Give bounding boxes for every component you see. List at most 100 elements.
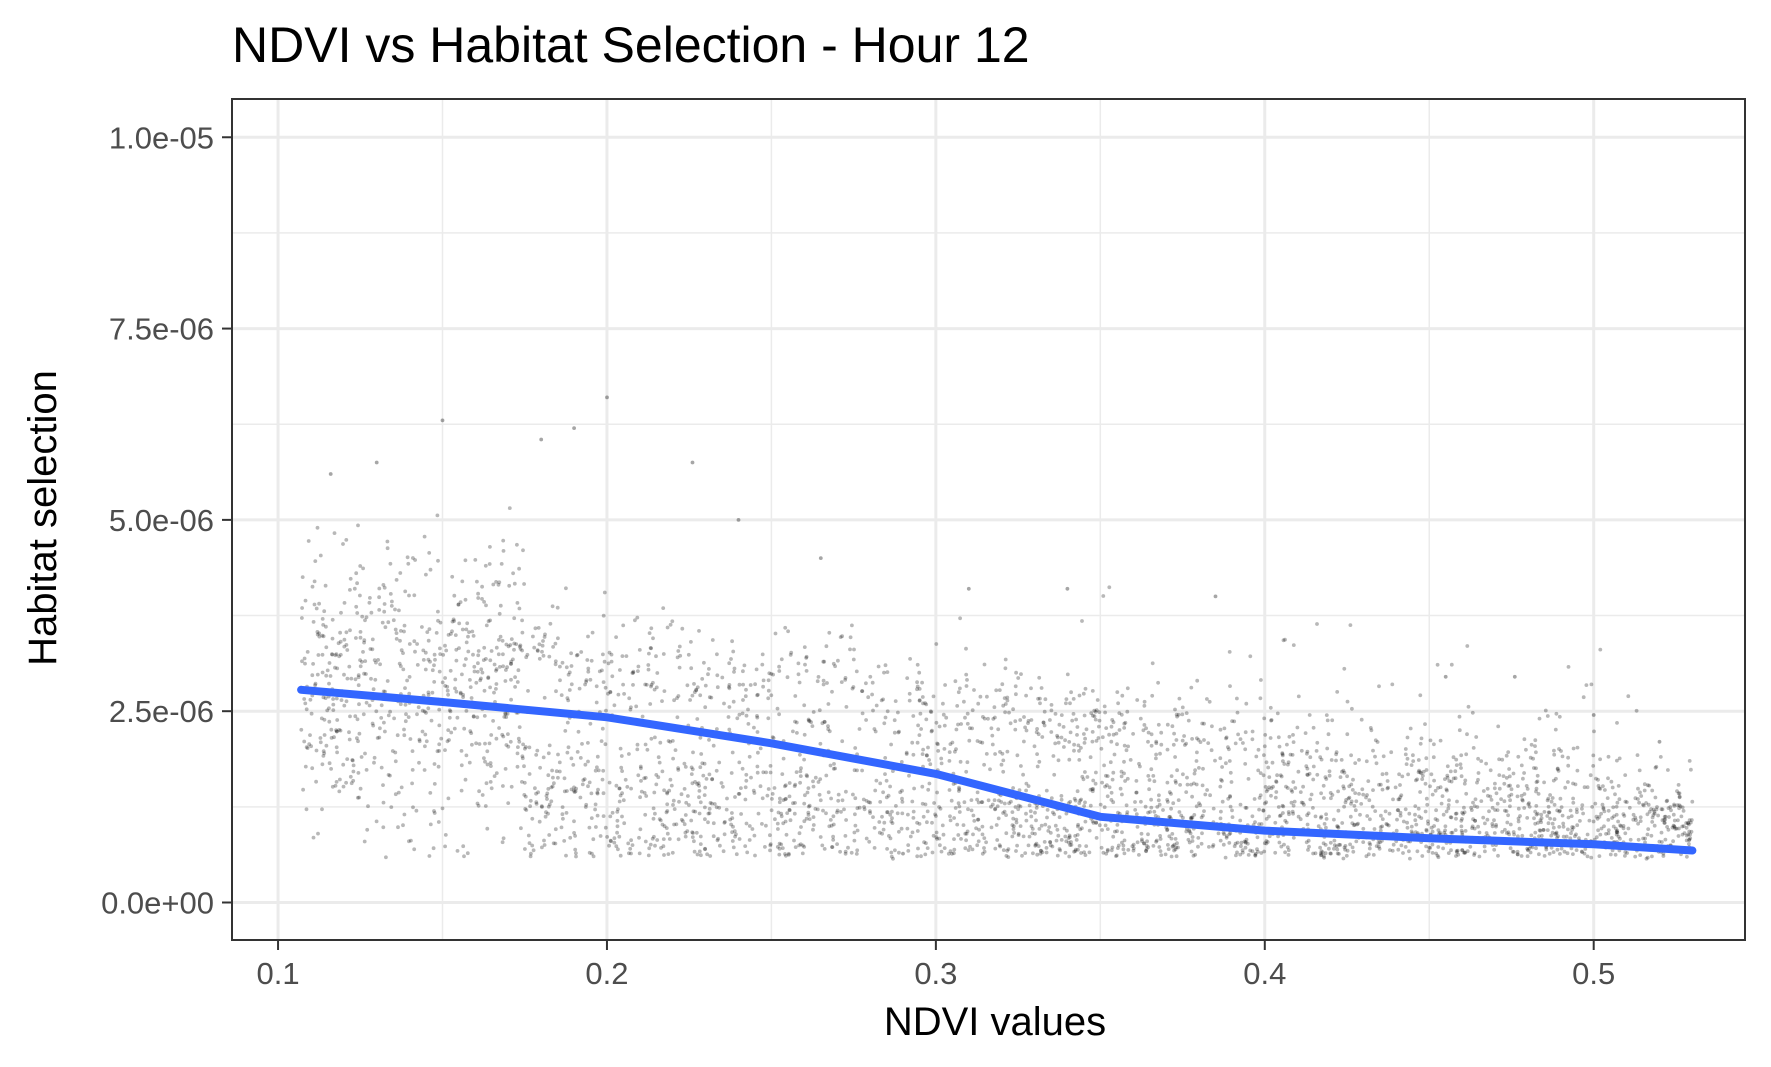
data-point bbox=[485, 826, 490, 831]
data-point bbox=[1525, 854, 1530, 859]
data-point bbox=[1543, 708, 1548, 713]
data-point bbox=[1605, 796, 1610, 800]
data-point bbox=[1026, 721, 1030, 725]
data-point bbox=[970, 847, 975, 852]
data-point bbox=[1046, 829, 1051, 833]
data-point bbox=[1502, 781, 1507, 786]
data-point bbox=[1094, 820, 1099, 825]
data-point bbox=[1490, 824, 1495, 829]
data-point bbox=[605, 395, 609, 400]
data-point bbox=[1273, 795, 1278, 800]
data-point bbox=[1623, 850, 1628, 854]
data-point bbox=[1415, 849, 1420, 854]
data-point bbox=[364, 700, 369, 705]
data-point bbox=[1631, 817, 1636, 822]
data-point bbox=[1150, 693, 1155, 698]
data-point bbox=[884, 795, 889, 800]
data-point bbox=[1405, 735, 1410, 740]
data-point bbox=[579, 650, 584, 654]
data-point bbox=[686, 652, 691, 657]
data-point bbox=[760, 652, 765, 657]
data-point bbox=[821, 678, 826, 683]
data-point bbox=[955, 704, 960, 708]
data-point bbox=[475, 715, 480, 720]
data-point bbox=[683, 813, 688, 817]
data-point bbox=[661, 837, 666, 841]
data-point bbox=[1068, 843, 1072, 847]
data-point bbox=[655, 838, 660, 842]
data-point bbox=[1264, 817, 1269, 821]
data-point bbox=[925, 809, 930, 814]
data-point bbox=[1155, 805, 1160, 809]
data-point bbox=[1342, 666, 1347, 671]
data-point bbox=[780, 772, 785, 776]
data-point bbox=[463, 558, 468, 563]
data-point bbox=[542, 695, 547, 700]
data-point bbox=[1525, 846, 1530, 851]
data-point bbox=[1570, 825, 1575, 829]
data-point bbox=[661, 652, 666, 656]
data-point bbox=[811, 710, 816, 714]
data-point bbox=[1345, 699, 1350, 704]
data-point bbox=[596, 787, 600, 792]
data-point bbox=[811, 815, 816, 819]
data-point bbox=[831, 814, 836, 819]
data-point bbox=[1034, 730, 1039, 735]
data-point bbox=[1003, 702, 1008, 706]
data-point bbox=[1263, 733, 1268, 737]
data-point bbox=[443, 844, 447, 849]
data-point bbox=[602, 590, 607, 595]
data-point bbox=[697, 795, 701, 800]
data-point bbox=[356, 739, 360, 744]
data-point bbox=[1687, 759, 1692, 763]
data-point bbox=[1307, 771, 1312, 776]
data-point bbox=[1550, 821, 1555, 826]
data-point bbox=[726, 715, 731, 719]
data-point bbox=[1307, 713, 1312, 717]
data-point bbox=[1615, 800, 1620, 805]
data-point bbox=[407, 642, 412, 646]
data-point bbox=[1250, 729, 1255, 734]
data-point bbox=[308, 733, 312, 737]
data-point bbox=[754, 667, 759, 672]
data-point bbox=[1065, 672, 1070, 677]
data-point bbox=[660, 699, 664, 703]
data-point bbox=[1336, 825, 1341, 830]
data-point bbox=[943, 683, 947, 687]
data-point bbox=[402, 733, 407, 738]
data-point bbox=[1005, 695, 1010, 700]
data-point bbox=[1367, 841, 1372, 845]
data-point bbox=[513, 685, 517, 689]
y-tick-label: 7.5e-06 bbox=[109, 312, 214, 347]
data-point bbox=[1045, 808, 1050, 812]
data-point bbox=[1091, 821, 1096, 825]
data-point bbox=[676, 649, 681, 653]
data-point bbox=[777, 841, 782, 846]
data-point bbox=[1481, 815, 1486, 820]
data-point bbox=[993, 807, 998, 811]
data-point bbox=[890, 821, 895, 825]
data-point bbox=[358, 593, 362, 598]
data-point bbox=[1453, 811, 1458, 816]
data-point bbox=[1126, 848, 1131, 852]
data-point bbox=[571, 788, 576, 793]
data-point bbox=[315, 632, 320, 637]
data-point bbox=[1329, 851, 1333, 856]
data-point bbox=[1090, 689, 1095, 693]
data-point bbox=[1018, 804, 1023, 809]
data-point bbox=[331, 708, 336, 712]
data-point bbox=[986, 798, 991, 803]
data-point bbox=[947, 750, 952, 754]
data-point bbox=[1282, 762, 1287, 766]
data-point bbox=[344, 630, 349, 635]
data-point bbox=[879, 698, 884, 703]
data-point bbox=[1662, 821, 1667, 825]
data-point bbox=[1029, 686, 1033, 691]
data-point bbox=[1230, 815, 1235, 819]
data-point bbox=[1395, 817, 1399, 822]
data-point bbox=[1486, 793, 1490, 798]
data-point bbox=[788, 653, 793, 657]
data-point bbox=[1257, 822, 1261, 827]
data-point bbox=[360, 614, 365, 619]
data-point bbox=[797, 843, 801, 848]
